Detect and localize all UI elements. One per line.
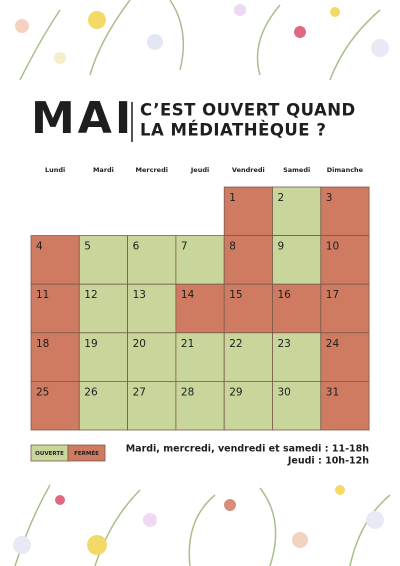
day-number: 9 (278, 241, 285, 253)
day-number: 26 (84, 386, 98, 398)
day-cell (30, 332, 80, 382)
day-number: 2 (278, 192, 285, 204)
day-number: 11 (36, 289, 49, 301)
day-number: 17 (326, 289, 339, 301)
day-cell (78, 380, 129, 431)
day-number: 1 (229, 192, 236, 204)
day-number: 14 (181, 289, 195, 301)
day-number: 30 (278, 386, 291, 398)
question: LA MÉDIATHÈQUE ? (140, 121, 326, 140)
day-number: 8 (229, 241, 236, 253)
day-cell (175, 380, 225, 431)
day-cell (320, 380, 370, 431)
floral-bottom (13, 484, 391, 566)
day-number: 4 (36, 241, 43, 253)
day-cell (78, 332, 129, 382)
day-number: 28 (181, 386, 194, 398)
weekday: Vendredi (232, 166, 265, 174)
weekday: Jeudi (190, 166, 209, 174)
weekday: Lundi (45, 166, 65, 174)
hours: Jeudi : 10h-12h (287, 456, 369, 467)
day-number: 19 (84, 338, 97, 350)
day-cell (272, 380, 322, 431)
day-number: 29 (229, 386, 242, 398)
day-number: 20 (133, 338, 146, 350)
floral-top (15, 0, 389, 81)
question: C’EST OUVERT QUAND (140, 101, 356, 120)
day-number: 3 (326, 192, 333, 204)
day-cell (272, 186, 322, 236)
day-number: 5 (84, 241, 91, 253)
day-number: 24 (326, 338, 340, 350)
day-number: 22 (229, 338, 242, 350)
day-cell (78, 283, 129, 334)
day-cell (223, 380, 273, 431)
day-cell (127, 380, 177, 431)
day-number: 15 (229, 289, 242, 301)
legend-label: FERMÉE (74, 449, 99, 457)
day-number: 6 (133, 241, 140, 253)
day-cell (320, 332, 370, 382)
day-number: 23 (278, 338, 291, 350)
month-title: MAI (31, 93, 134, 144)
day-cell (30, 380, 80, 431)
day-number: 18 (36, 338, 49, 350)
day-cell (320, 235, 370, 285)
day-cell (223, 283, 273, 334)
legend-swatch (67, 444, 106, 462)
day-number: 7 (181, 241, 188, 253)
weekday: Mardi (93, 166, 114, 174)
day-number: 16 (278, 289, 292, 301)
day-cell (127, 283, 177, 334)
day-cell (272, 235, 322, 285)
calendar: Lundi Mardi Mercredi Jeudi Vendredi Samedi Dim… (30, 166, 370, 431)
day-number: 31 (326, 386, 339, 398)
day-number: 25 (36, 386, 49, 398)
weekday: Samedi (283, 166, 310, 174)
legend-label: OUVERTE (35, 451, 64, 457)
day-number: 13 (133, 289, 146, 301)
day-cell (30, 283, 80, 334)
day-cell (175, 283, 225, 334)
weekday: Dimanche (327, 166, 364, 174)
hours: Mardi, mercredi, vendredi et samedi : 11… (126, 444, 370, 455)
weekday: Mercredi (136, 166, 168, 174)
day-number: 21 (181, 338, 194, 350)
legend: OUVERTE FERMÉE (30, 444, 106, 462)
day-cell (127, 235, 177, 285)
day-number: 27 (133, 386, 146, 398)
day-number: 12 (84, 289, 97, 301)
day-number: 10 (326, 241, 339, 253)
